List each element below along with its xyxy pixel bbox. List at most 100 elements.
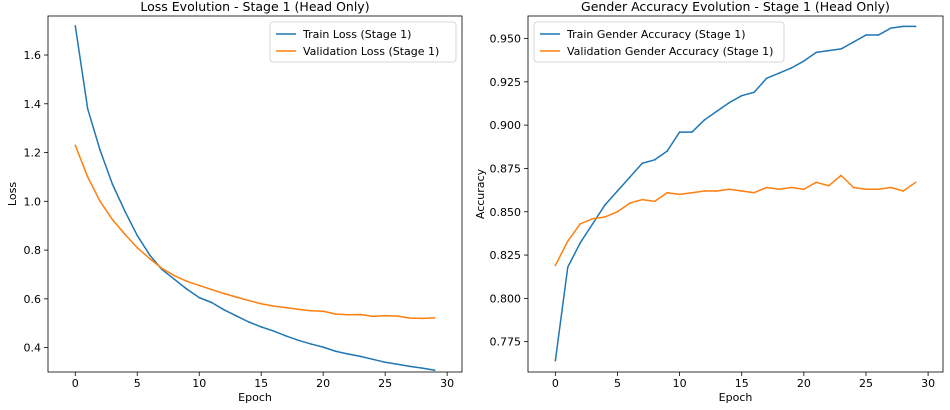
x-tick-label: 5 bbox=[134, 377, 141, 390]
data-point bbox=[666, 150, 668, 152]
loss-chart: Loss Evolution - Stage 1 (Head Only) 0 5 10… bbox=[6, 0, 463, 404]
data-point bbox=[914, 25, 917, 28]
axes-frame bbox=[47, 15, 463, 373]
data-point bbox=[877, 34, 880, 36]
data-point bbox=[161, 267, 163, 270]
data-point bbox=[678, 193, 681, 196]
data-point bbox=[421, 367, 424, 369]
data-point bbox=[285, 306, 287, 309]
accuracy-chart: Gender Accuracy Evolution - Stage 1 (Hea… bbox=[474, 0, 944, 404]
legend: Train Gender Accuracy (Stage 1) Validatio… bbox=[533, 21, 785, 63]
x-tick-label: 25 bbox=[859, 377, 873, 390]
data-point bbox=[396, 315, 399, 317]
data-point bbox=[554, 359, 557, 362]
legend-box bbox=[269, 21, 457, 63]
x-tick-label: 10 bbox=[673, 377, 687, 390]
y-tick-label: 1.4 bbox=[24, 98, 42, 111]
data-point bbox=[815, 51, 818, 54]
data-point bbox=[235, 296, 238, 298]
data-point bbox=[124, 233, 126, 236]
data-point bbox=[616, 210, 619, 213]
y-tick-label: 1.6 bbox=[24, 49, 42, 62]
y-tick-label: 1.0 bbox=[24, 195, 42, 208]
data-point bbox=[384, 314, 386, 317]
data-point bbox=[591, 217, 594, 220]
data-point bbox=[297, 308, 300, 311]
data-point bbox=[815, 181, 818, 184]
data-point bbox=[666, 191, 668, 194]
data-point bbox=[322, 346, 324, 348]
data-point bbox=[790, 67, 793, 69]
data-point bbox=[173, 278, 176, 281]
data-point bbox=[765, 77, 768, 80]
data-point bbox=[198, 284, 201, 287]
data-point bbox=[99, 149, 101, 151]
data-point bbox=[728, 188, 731, 191]
data-point bbox=[74, 24, 77, 27]
data-point bbox=[753, 91, 755, 94]
y-tick-label: 0.950 bbox=[490, 33, 522, 46]
data-point bbox=[322, 310, 324, 313]
data-point bbox=[309, 343, 312, 345]
legend-box bbox=[533, 21, 785, 63]
data-point bbox=[728, 101, 731, 104]
data-point bbox=[223, 309, 225, 311]
data-point bbox=[753, 191, 755, 194]
data-point bbox=[790, 186, 793, 189]
data-point bbox=[827, 184, 830, 187]
data-point bbox=[566, 240, 569, 243]
legend-entry-0: Train Loss (Stage 1) bbox=[302, 28, 411, 41]
data-point bbox=[198, 296, 201, 299]
data-point bbox=[136, 246, 139, 249]
data-point bbox=[111, 183, 114, 186]
data-point bbox=[653, 158, 656, 161]
x-tick-label: 0 bbox=[72, 377, 79, 390]
x-tick-label: 15 bbox=[254, 377, 268, 390]
data-point bbox=[371, 358, 374, 361]
data-point bbox=[272, 305, 275, 307]
x-tick-label: 20 bbox=[316, 377, 330, 390]
chart-title: Loss Evolution - Stage 1 (Head Only) bbox=[140, 0, 369, 14]
x-tick-label: 15 bbox=[735, 377, 749, 390]
data-point bbox=[409, 317, 411, 319]
data-point bbox=[74, 144, 77, 147]
y-tick-label: 0.900 bbox=[490, 119, 522, 132]
data-point bbox=[890, 186, 892, 189]
chart-title: Gender Accuracy Evolution - Stage 1 (Hea… bbox=[581, 0, 890, 14]
data-point bbox=[865, 34, 867, 36]
data-point bbox=[148, 254, 151, 256]
y-tick-label: 0.775 bbox=[490, 336, 522, 349]
x-tick-label: 0 bbox=[552, 377, 559, 390]
data-point bbox=[691, 131, 693, 133]
data-point bbox=[421, 317, 424, 320]
data-point bbox=[653, 200, 656, 203]
legend: Train Loss (Stage 1) Validation Loss (Sta… bbox=[269, 21, 457, 63]
data-point bbox=[852, 41, 855, 43]
data-point bbox=[827, 49, 830, 52]
data-point bbox=[309, 309, 312, 312]
data-point bbox=[433, 369, 436, 372]
data-point bbox=[86, 176, 89, 178]
data-point bbox=[566, 266, 569, 268]
data-point bbox=[260, 326, 262, 328]
data-point bbox=[371, 315, 374, 318]
x-tick-label: 10 bbox=[192, 377, 206, 390]
data-point bbox=[629, 202, 631, 204]
data-point bbox=[803, 60, 805, 62]
data-point bbox=[433, 317, 436, 319]
data-point bbox=[678, 131, 681, 133]
data-point bbox=[173, 274, 176, 277]
data-point bbox=[877, 188, 880, 191]
data-point bbox=[641, 162, 644, 165]
legend-entry-1: Validation Loss (Stage 1) bbox=[303, 45, 439, 58]
data-point bbox=[272, 330, 275, 332]
data-point bbox=[765, 186, 768, 189]
data-point bbox=[691, 191, 693, 194]
data-point bbox=[235, 315, 238, 317]
x-tick-label: 5 bbox=[614, 377, 621, 390]
legend-entry-1: Validation Gender Accuracy (Stage 1) bbox=[567, 45, 773, 58]
data-point bbox=[865, 188, 867, 191]
x-tick-label: 25 bbox=[378, 377, 392, 390]
data-point bbox=[248, 299, 250, 302]
